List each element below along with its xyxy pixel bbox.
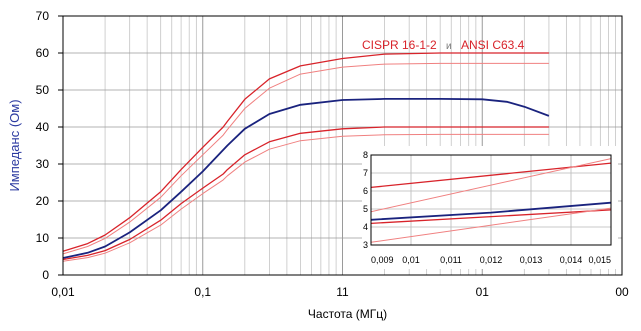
x-axis-label: Частота (МГц): [308, 307, 387, 321]
y-tick-label: 70: [36, 9, 50, 23]
series-line-3: [62, 126, 549, 261]
inset-frame: [370, 154, 612, 246]
x-tick-label: 01: [476, 285, 490, 299]
inset-x-tick-label: 0,015: [588, 255, 611, 265]
y-tick-label: 10: [36, 231, 50, 245]
main-plot-series: [62, 52, 550, 262]
annotation-ansi: ANSI C63.4: [461, 38, 525, 52]
inset-y-tick-label: 3: [363, 240, 368, 250]
y-tick-label: 0: [42, 268, 49, 282]
inset-y-tick-label: 6: [363, 186, 368, 196]
x-tick-label: 0,01: [51, 285, 75, 299]
inset-series-line-4: [370, 207, 612, 243]
inset-y-tick-labels: 3 4 5 6 7 8: [363, 150, 368, 250]
inset-chart: 3 4 5 6 7 8 0,009 0,01 0,011 0,012 0,013 0,014 0,01…: [362, 146, 618, 269]
series-line-0: [62, 52, 549, 252]
main-x-tick-labels: 0,01 0,1 11 01 00: [51, 285, 629, 299]
y-tick-label: 40: [36, 120, 50, 134]
inset-y-tick-label: 4: [363, 222, 368, 232]
inset-y-tick-label: 7: [363, 168, 368, 178]
series-line-4: [62, 133, 549, 262]
inset-x-tick-label: 0,014: [560, 255, 583, 265]
x-tick-label: 0,1: [194, 285, 211, 299]
inset-series-line-1: [370, 158, 612, 213]
y-tick-label: 20: [36, 194, 50, 208]
inset-y-tick-label: 5: [363, 204, 368, 214]
inset-x-tick-label: 0,013: [520, 255, 543, 265]
inset-x-tick-label: 0,012: [480, 255, 503, 265]
inset-x-tick-label: 0,011: [440, 255, 462, 265]
inset-series-line-2: [370, 201, 612, 221]
annotation-cispr: CISPR 16-1-2: [362, 38, 437, 52]
annotation-and: и: [446, 41, 452, 52]
x-tick-label: 11: [336, 285, 349, 299]
series-line-2: [62, 98, 550, 259]
inset-series-line-3: [370, 209, 612, 225]
x-tick-label: 00: [615, 285, 629, 299]
y-tick-label: 50: [36, 83, 50, 97]
inset-x-tick-labels: 0,009 0,01 0,011 0,012 0,013 0,014 0,015: [371, 255, 611, 265]
y-axis-label: Импеданс (Ом): [7, 99, 22, 191]
series-line-1: [62, 62, 549, 255]
inset-x-tick-label: 0,01: [402, 255, 420, 265]
inset-x-tick-label: 0,009: [371, 255, 394, 265]
y-tick-label: 30: [36, 157, 50, 171]
inset-background: [362, 146, 618, 269]
inset-series: [370, 158, 612, 243]
standards-annotation: CISPR 16-1-2 и ANSI C63.4: [362, 38, 525, 52]
inset-y-tick-label: 8: [363, 150, 368, 160]
y-tick-label: 60: [36, 46, 50, 60]
main-plot-frame: [62, 15, 623, 276]
main-y-tick-labels: 0 10 20 30 40 50 60 70: [36, 9, 63, 282]
